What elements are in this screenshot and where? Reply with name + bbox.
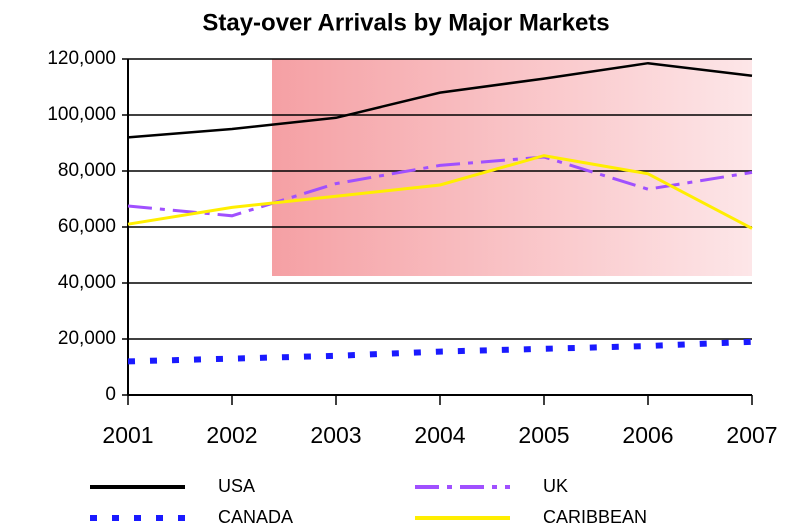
x-tick-label: 2007 bbox=[726, 422, 777, 448]
legend-label: UK bbox=[543, 476, 568, 496]
data-line bbox=[127, 154, 753, 230]
y-tick-label: 120,000 bbox=[47, 48, 116, 69]
y-tick-label: 80,000 bbox=[58, 160, 116, 181]
legend-label: USA bbox=[218, 476, 255, 496]
y-tick-label: 40,000 bbox=[58, 272, 116, 293]
x-tick-label: 2004 bbox=[414, 422, 465, 448]
y-tick-label: 100,000 bbox=[47, 104, 116, 125]
shaded-region bbox=[272, 59, 752, 276]
y-tick-label: 60,000 bbox=[58, 216, 116, 237]
data-line bbox=[127, 338, 753, 365]
data-line bbox=[127, 61, 753, 139]
x-tick-label: 2003 bbox=[310, 422, 361, 448]
legend-label: CANADA bbox=[218, 507, 293, 527]
y-tick-label: 20,000 bbox=[58, 328, 116, 349]
legend-label: CARIBBEAN bbox=[543, 507, 647, 527]
x-tick-label: 2005 bbox=[518, 422, 569, 448]
x-tick-label: 2002 bbox=[206, 422, 257, 448]
x-tick-label: 2001 bbox=[102, 422, 153, 448]
y-tick-label: 0 bbox=[105, 384, 116, 405]
x-tick-label: 2006 bbox=[622, 422, 673, 448]
chart-title: Stay-over Arrivals by Major Markets bbox=[202, 9, 609, 36]
data-line bbox=[127, 155, 753, 218]
